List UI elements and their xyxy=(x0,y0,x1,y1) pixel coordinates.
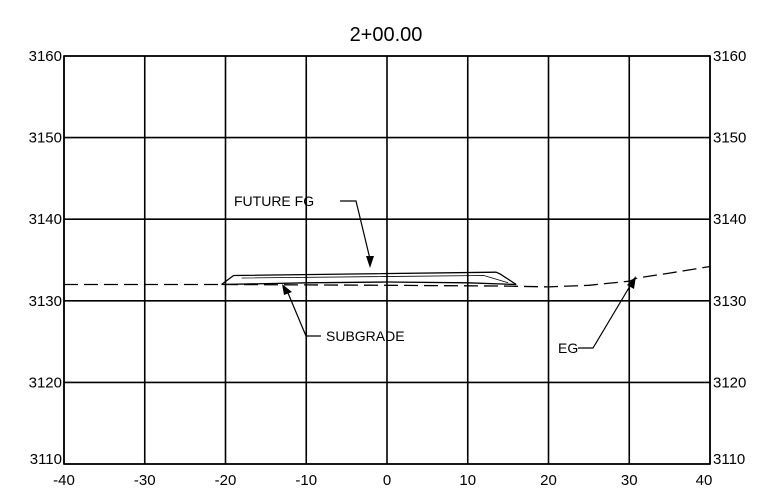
y-tick-label-right: 3130 xyxy=(713,293,746,310)
callout-subgrade-leader xyxy=(287,292,321,337)
y-tick-label-right: 3140 xyxy=(713,211,746,228)
x-tick-label: -30 xyxy=(134,472,156,489)
y-tick-label-right: 3120 xyxy=(713,374,746,391)
x-tick-label: -20 xyxy=(215,472,237,489)
series-future-fg-inner-edge xyxy=(241,275,509,284)
x-tick-label: -40 xyxy=(53,472,75,489)
x-tick-label: -10 xyxy=(295,472,317,489)
callouts: FUTURE FG SUBGRADE EG xyxy=(234,193,636,356)
y-tick-label-right: 3110 xyxy=(713,451,745,468)
callout-future-fg: FUTURE FG xyxy=(234,193,314,209)
grid xyxy=(63,55,711,465)
callout-eg: EG xyxy=(558,340,578,356)
series-future-fg xyxy=(221,271,517,286)
x-tick-label: 20 xyxy=(540,472,557,489)
series-lines xyxy=(64,265,711,288)
tick-labels: -40 -30 -20 -10 0 10 20 30 40 3160 3150 3140 3130 312… xyxy=(29,48,747,489)
x-tick-label: 40 xyxy=(696,472,713,489)
x-tick-label: 10 xyxy=(459,472,476,489)
callout-future-fg-leader xyxy=(340,200,371,260)
y-tick-label-left: 3120 xyxy=(29,374,62,391)
y-tick-label-right: 3160 xyxy=(713,48,746,65)
y-tick-label-left: 3160 xyxy=(29,48,62,65)
callout-eg-leader xyxy=(578,285,631,349)
callout-future-fg-arrowhead xyxy=(366,256,374,268)
y-tick-label-left: 3140 xyxy=(29,211,62,228)
x-tick-label: 30 xyxy=(621,472,638,489)
callout-subgrade: SUBGRADE xyxy=(326,328,405,344)
plot-frame xyxy=(63,55,711,465)
y-tick-label-left: 3110 xyxy=(30,451,62,468)
x-tick-label: 0 xyxy=(383,472,391,489)
y-tick-label-right: 3150 xyxy=(713,130,746,147)
callout-subgrade-arrowhead xyxy=(282,284,292,295)
series-subgrade xyxy=(221,281,517,286)
chart-title: 2+00.00 xyxy=(350,24,423,46)
y-tick-label-left: 3150 xyxy=(29,130,62,147)
series-eg xyxy=(64,265,711,288)
callout-eg-arrowhead xyxy=(627,276,636,289)
y-tick-label-left: 3130 xyxy=(29,293,62,310)
